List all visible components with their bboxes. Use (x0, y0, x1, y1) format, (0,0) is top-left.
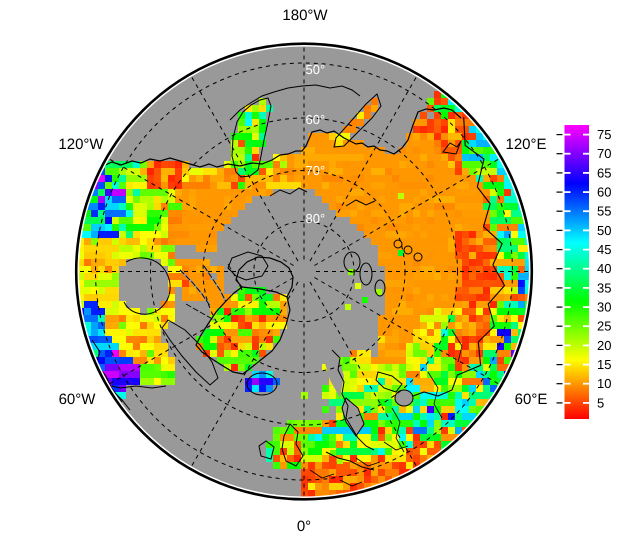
svg-text:80°: 80° (306, 211, 326, 226)
svg-text:60°: 60° (306, 112, 326, 127)
svg-text:120°W: 120°W (58, 136, 104, 153)
svg-text:20: 20 (597, 338, 611, 353)
svg-text:45: 45 (597, 242, 611, 257)
svg-text:40: 40 (597, 261, 611, 276)
svg-text:180°W: 180°W (282, 7, 328, 24)
svg-text:120°E: 120°E (505, 136, 546, 153)
svg-text:50: 50 (597, 223, 611, 238)
svg-text:50°: 50° (306, 62, 326, 77)
svg-text:55: 55 (597, 204, 611, 219)
svg-text:35: 35 (597, 280, 611, 295)
svg-text:25: 25 (597, 319, 611, 334)
svg-text:70°: 70° (306, 163, 326, 178)
svg-text:0°: 0° (297, 518, 311, 535)
svg-text:15: 15 (597, 357, 611, 372)
svg-text:75: 75 (597, 127, 611, 142)
svg-text:30: 30 (597, 300, 611, 315)
svg-text:10: 10 (597, 376, 611, 391)
svg-text:70: 70 (597, 146, 611, 161)
svg-text:60°W: 60°W (59, 391, 97, 408)
svg-text:65: 65 (597, 165, 611, 180)
svg-text:60°E: 60°E (515, 391, 548, 408)
svg-text:60: 60 (597, 185, 611, 200)
svg-text:5: 5 (597, 395, 604, 410)
